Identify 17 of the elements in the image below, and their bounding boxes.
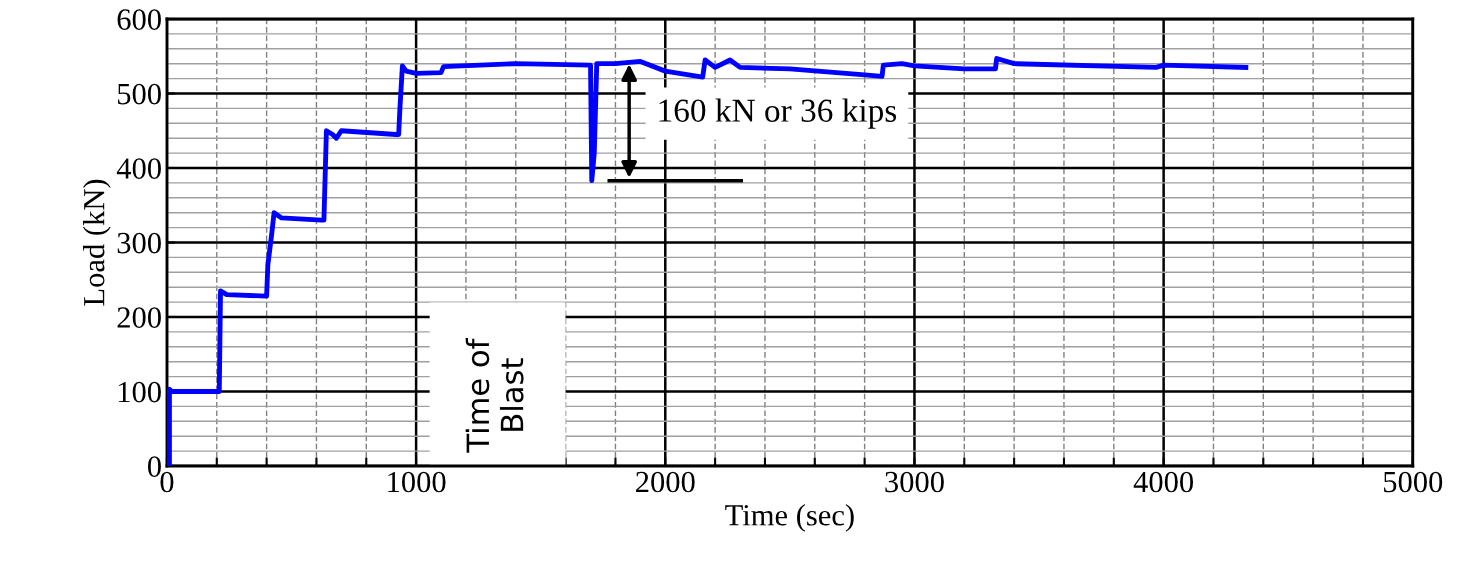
- annotation: Time of Blast: [465, 338, 524, 453]
- y-tick-label: 600: [117, 9, 161, 30]
- x-tick-label: 4000: [1133, 471, 1194, 493]
- x-tick-label: 2000: [636, 471, 695, 493]
- y-tick-label: 500: [118, 83, 161, 105]
- x-tick-label: 3000: [885, 471, 944, 493]
- y-tick-label: 100: [118, 381, 161, 403]
- y-axis-title: Load (kN): [82, 179, 111, 306]
- y-tick-label: 200: [117, 307, 161, 328]
- line-series: [166, 56, 1249, 466]
- y-tick-label: 300: [117, 232, 161, 254]
- y-tick-label: 0: [147, 456, 161, 477]
- y-tick-label: 400: [116, 158, 161, 179]
- annotation: 160 kN or 36 kips: [659, 98, 897, 129]
- x-axis-title: Time (sec): [725, 504, 854, 532]
- x-tick-label: 5000: [1384, 471, 1443, 493]
- x-tick-label: 1000: [388, 471, 446, 493]
